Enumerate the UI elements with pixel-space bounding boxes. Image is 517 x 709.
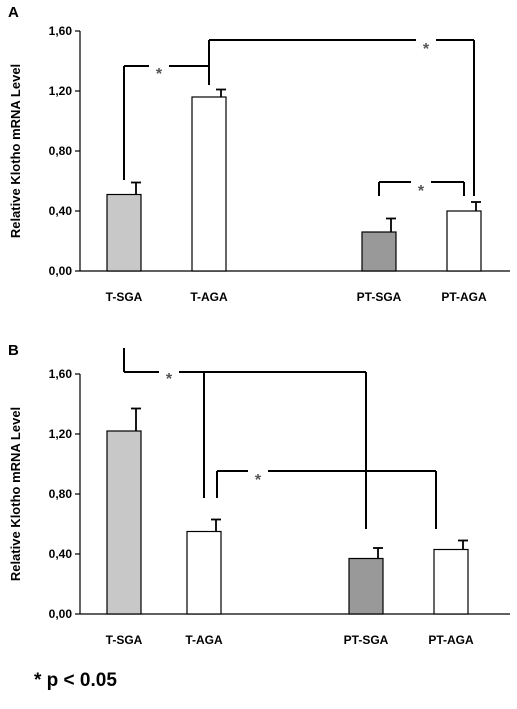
category-label: T-AGA [190, 290, 228, 304]
y-tick-label: 1,60 [49, 367, 73, 381]
y-tick-label: 0,00 [49, 607, 73, 621]
bar [106, 193, 142, 272]
bar [191, 96, 227, 272]
y-tick-label: 0,40 [49, 204, 73, 218]
y-tick-label: 1,20 [49, 427, 73, 441]
category-label: T-SGA [106, 633, 143, 647]
y-axis-label: Relative Klotho mRNA Level [8, 64, 23, 238]
y-tick-label: 1,60 [49, 24, 73, 38]
y-tick-label: 1,20 [49, 84, 73, 98]
category-label: PT-AGA [428, 633, 474, 647]
y-tick-label: 0,80 [49, 144, 73, 158]
y-tick-label: 0,00 [49, 264, 73, 278]
category-label: PT-SGA [344, 633, 389, 647]
y-axis-label: Relative Klotho mRNA Level [8, 407, 23, 581]
category-label: T-SGA [106, 290, 143, 304]
panel-label: B [8, 342, 19, 359]
panel-label: A [8, 4, 19, 21]
y-tick-label: 0,80 [49, 487, 73, 501]
footnote: * p < 0.05 [34, 670, 117, 691]
significance-star: * [156, 66, 163, 83]
bar [348, 557, 384, 615]
category-label: PT-SGA [357, 290, 402, 304]
bar [446, 210, 482, 272]
significance-star: * [418, 183, 425, 200]
category-label: T-AGA [185, 633, 223, 647]
significance-star: * [255, 472, 262, 489]
bar [106, 430, 142, 615]
bar [361, 231, 397, 272]
bar [186, 530, 222, 615]
y-tick-label: 0,40 [49, 547, 73, 561]
significance-star: * [166, 371, 173, 388]
bar [433, 548, 469, 615]
significance-star: * [423, 41, 430, 58]
category-label: PT-AGA [441, 290, 487, 304]
